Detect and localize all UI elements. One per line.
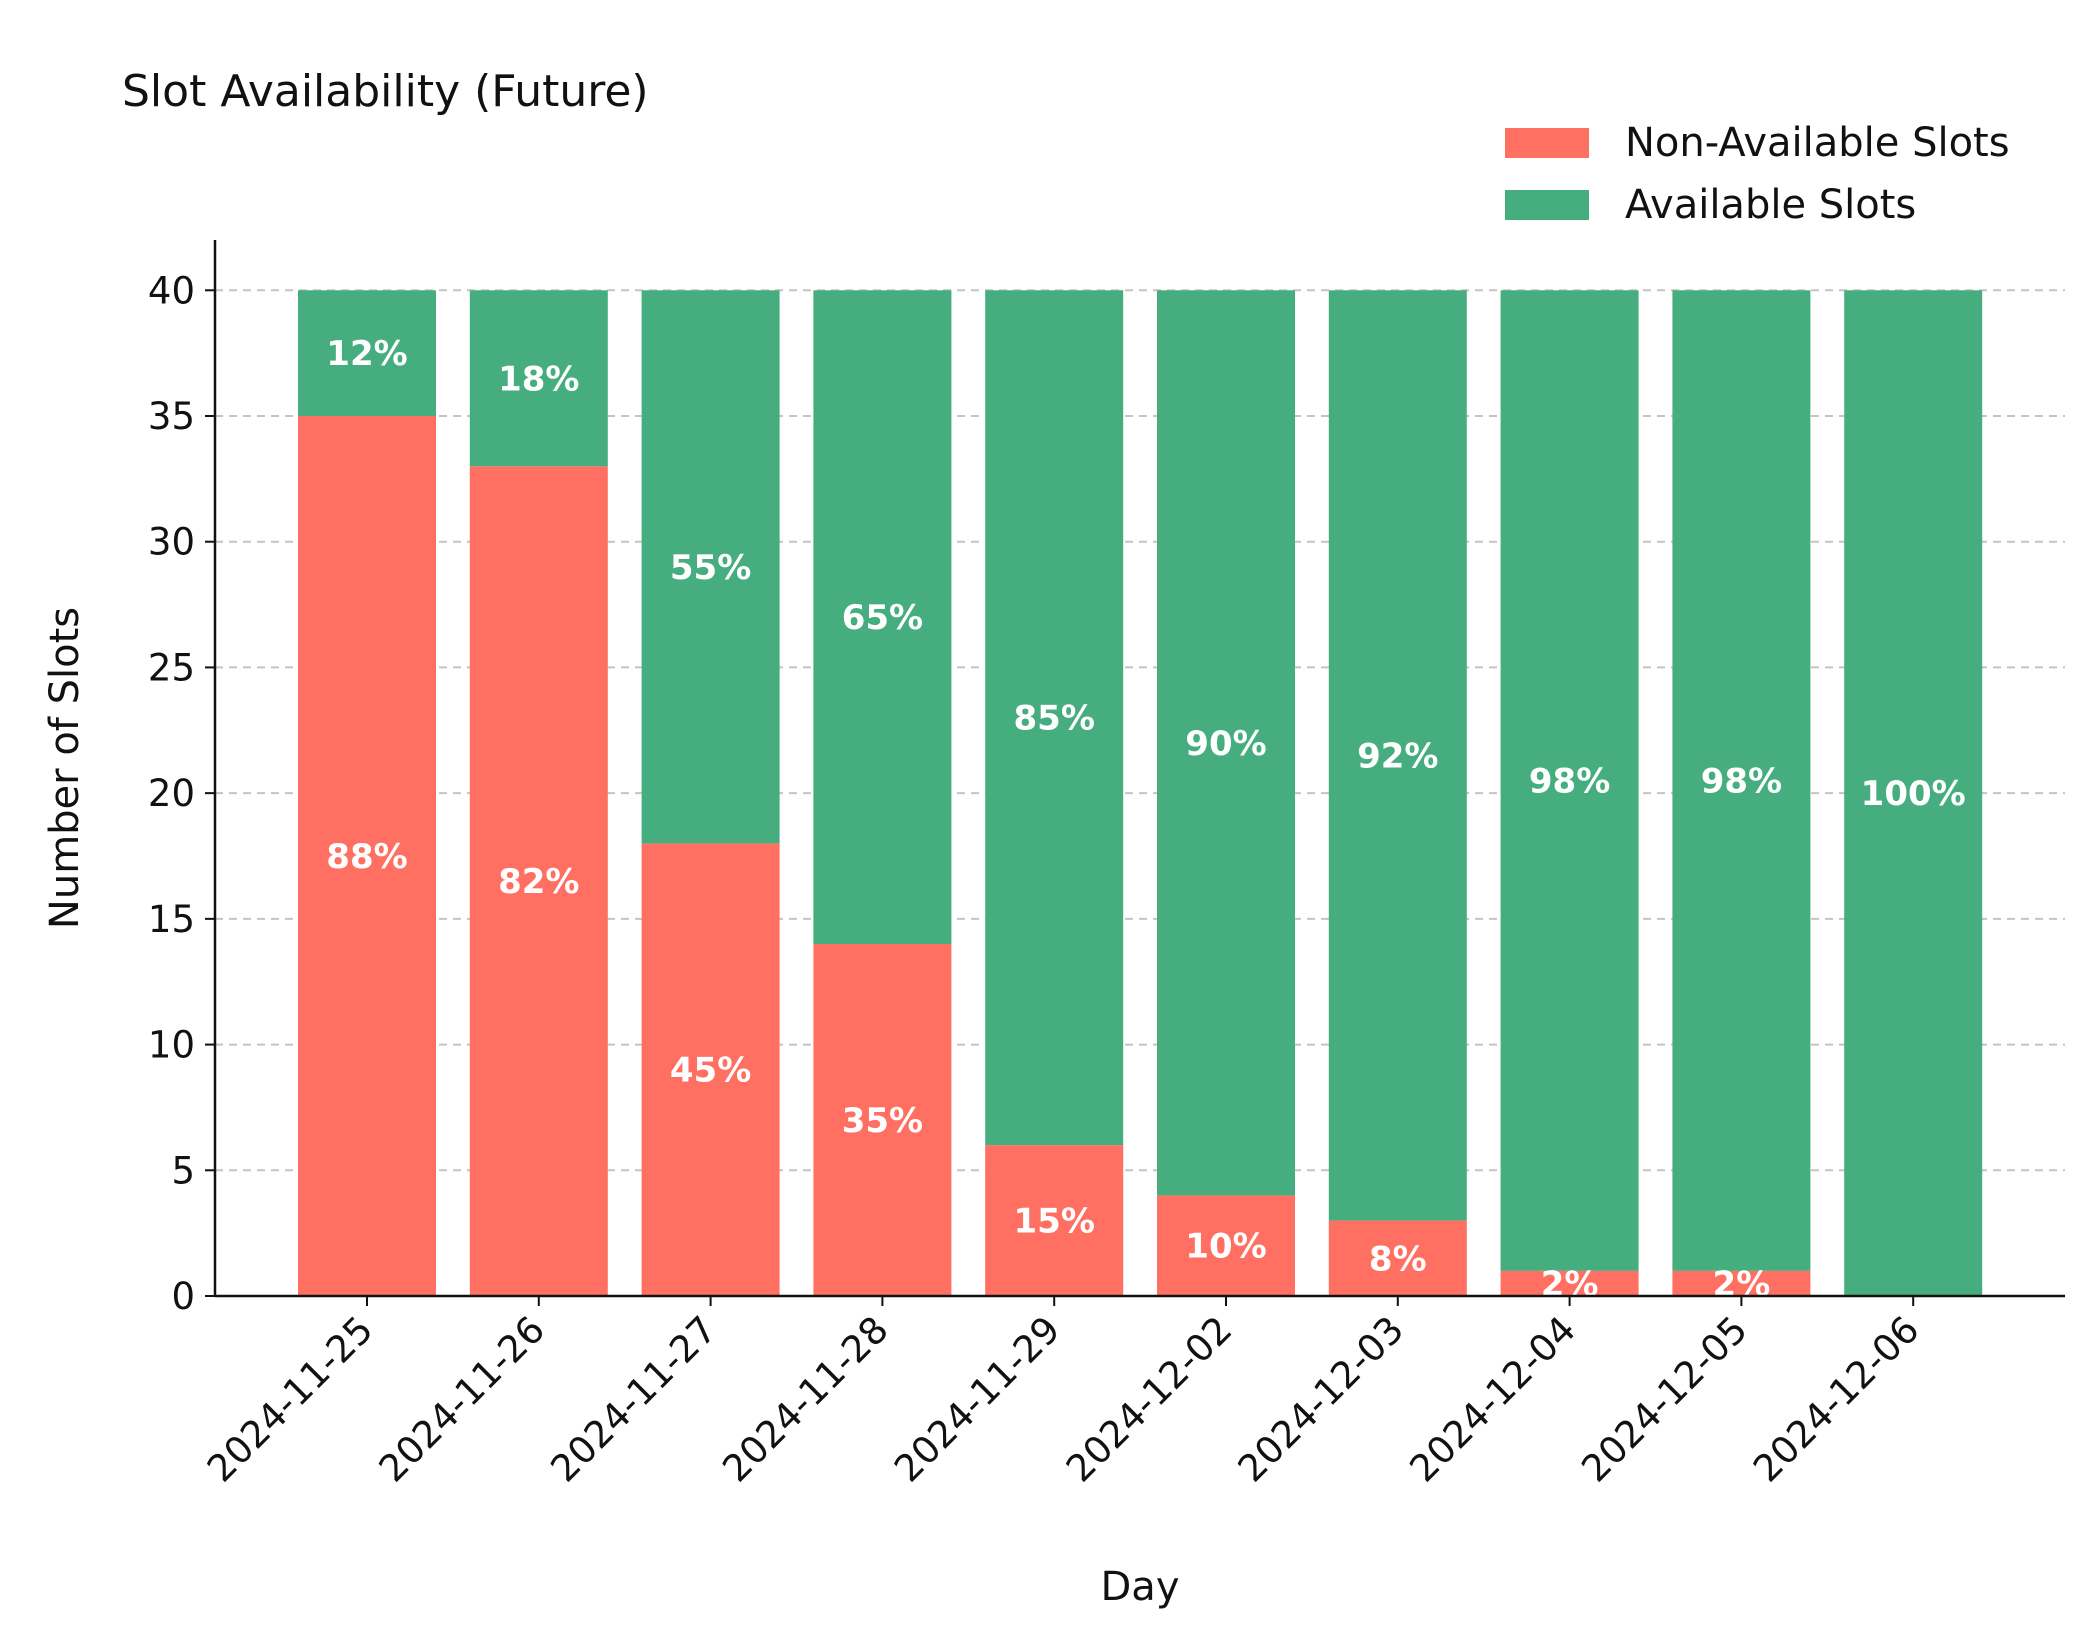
- bar-label-non-available: 35%: [842, 1101, 923, 1141]
- bar-available: [641, 290, 780, 844]
- bar-available: [1328, 290, 1467, 1221]
- y-tick-label: 30: [148, 521, 195, 564]
- bar-available: [1500, 290, 1639, 1271]
- legend-label-available: Available Slots: [1625, 182, 1917, 228]
- y-axis-label: Number of Slots: [42, 607, 88, 929]
- bar-available: [985, 290, 1124, 1146]
- x-tick-label: 2024-12-06: [1745, 1308, 1927, 1490]
- legend-swatch-available: [1505, 190, 1589, 220]
- bar-non-available: [985, 1145, 1124, 1296]
- y-tick-label: 10: [148, 1024, 195, 1067]
- bar-available: [813, 290, 952, 944]
- bar-available: [469, 290, 608, 467]
- bar-label-available: 98%: [1529, 762, 1610, 802]
- x-tick-label: 2024-12-02: [1058, 1308, 1240, 1490]
- bar-label-available: 12%: [326, 334, 407, 374]
- y-tick-label: 0: [171, 1275, 195, 1318]
- bar-available: [1672, 290, 1811, 1271]
- bar-label-available: 65%: [842, 598, 923, 638]
- x-tick-label: 2024-12-04: [1402, 1308, 1584, 1490]
- x-tick-label: 2024-11-25: [199, 1308, 381, 1490]
- x-tick-label: 2024-11-27: [543, 1308, 725, 1490]
- y-tick-label: 35: [148, 395, 195, 438]
- legend-swatch-non-available: [1505, 128, 1589, 158]
- legend-item-available: Available Slots: [1505, 174, 2010, 236]
- bar-label-non-available: 8%: [1369, 1239, 1427, 1279]
- bar-available: [1844, 290, 1983, 1296]
- bar-non-available: [1157, 1195, 1295, 1296]
- bar-label-non-available: 15%: [1014, 1202, 1095, 1242]
- y-tick-label: 20: [148, 772, 195, 815]
- bar-label-available: 90%: [1185, 724, 1266, 764]
- bar-label-available: 92%: [1357, 736, 1438, 776]
- bar-non-available: [1672, 1270, 1811, 1296]
- bar-non-available: [813, 944, 952, 1296]
- bar-label-non-available: 88%: [326, 837, 407, 877]
- x-axis-label: Day: [1101, 1564, 1180, 1610]
- bar-label-available: 85%: [1014, 699, 1095, 739]
- x-tick-label: 2024-11-28: [714, 1308, 896, 1490]
- bar-label-non-available: 45%: [670, 1051, 751, 1091]
- bar-label-available: 100%: [1861, 774, 1966, 814]
- bar-label-non-available: 10%: [1185, 1227, 1266, 1267]
- legend-item-non-available: Non-Available Slots: [1505, 112, 2010, 174]
- y-tick-label: 15: [148, 898, 195, 941]
- y-tick-label: 40: [148, 269, 195, 312]
- x-tick-label: 2024-12-05: [1573, 1308, 1755, 1490]
- bar-label-available: 98%: [1701, 762, 1782, 802]
- legend: Non-Available Slots Available Slots: [1505, 112, 2010, 236]
- bar-non-available: [1328, 1220, 1467, 1296]
- x-tick-label: 2024-12-03: [1230, 1308, 1412, 1490]
- bar-non-available: [469, 466, 608, 1296]
- bar-non-available: [641, 843, 780, 1296]
- bar-available: [1157, 290, 1295, 1196]
- bar-label-non-available: 82%: [498, 862, 579, 902]
- x-tick-label: 2024-11-26: [371, 1308, 553, 1490]
- bar-non-available: [298, 416, 436, 1296]
- y-tick-label: 25: [148, 646, 195, 689]
- legend-label-non-available: Non-Available Slots: [1625, 120, 2010, 166]
- y-tick-label: 5: [171, 1149, 195, 1192]
- bar-available: [298, 290, 436, 416]
- x-tick-label: 2024-11-29: [886, 1308, 1068, 1490]
- bar-label-available: 18%: [498, 359, 579, 399]
- bar-label-available: 55%: [670, 548, 751, 588]
- chart-title: Slot Availability (Future): [122, 66, 649, 117]
- bar-non-available: [1500, 1270, 1639, 1296]
